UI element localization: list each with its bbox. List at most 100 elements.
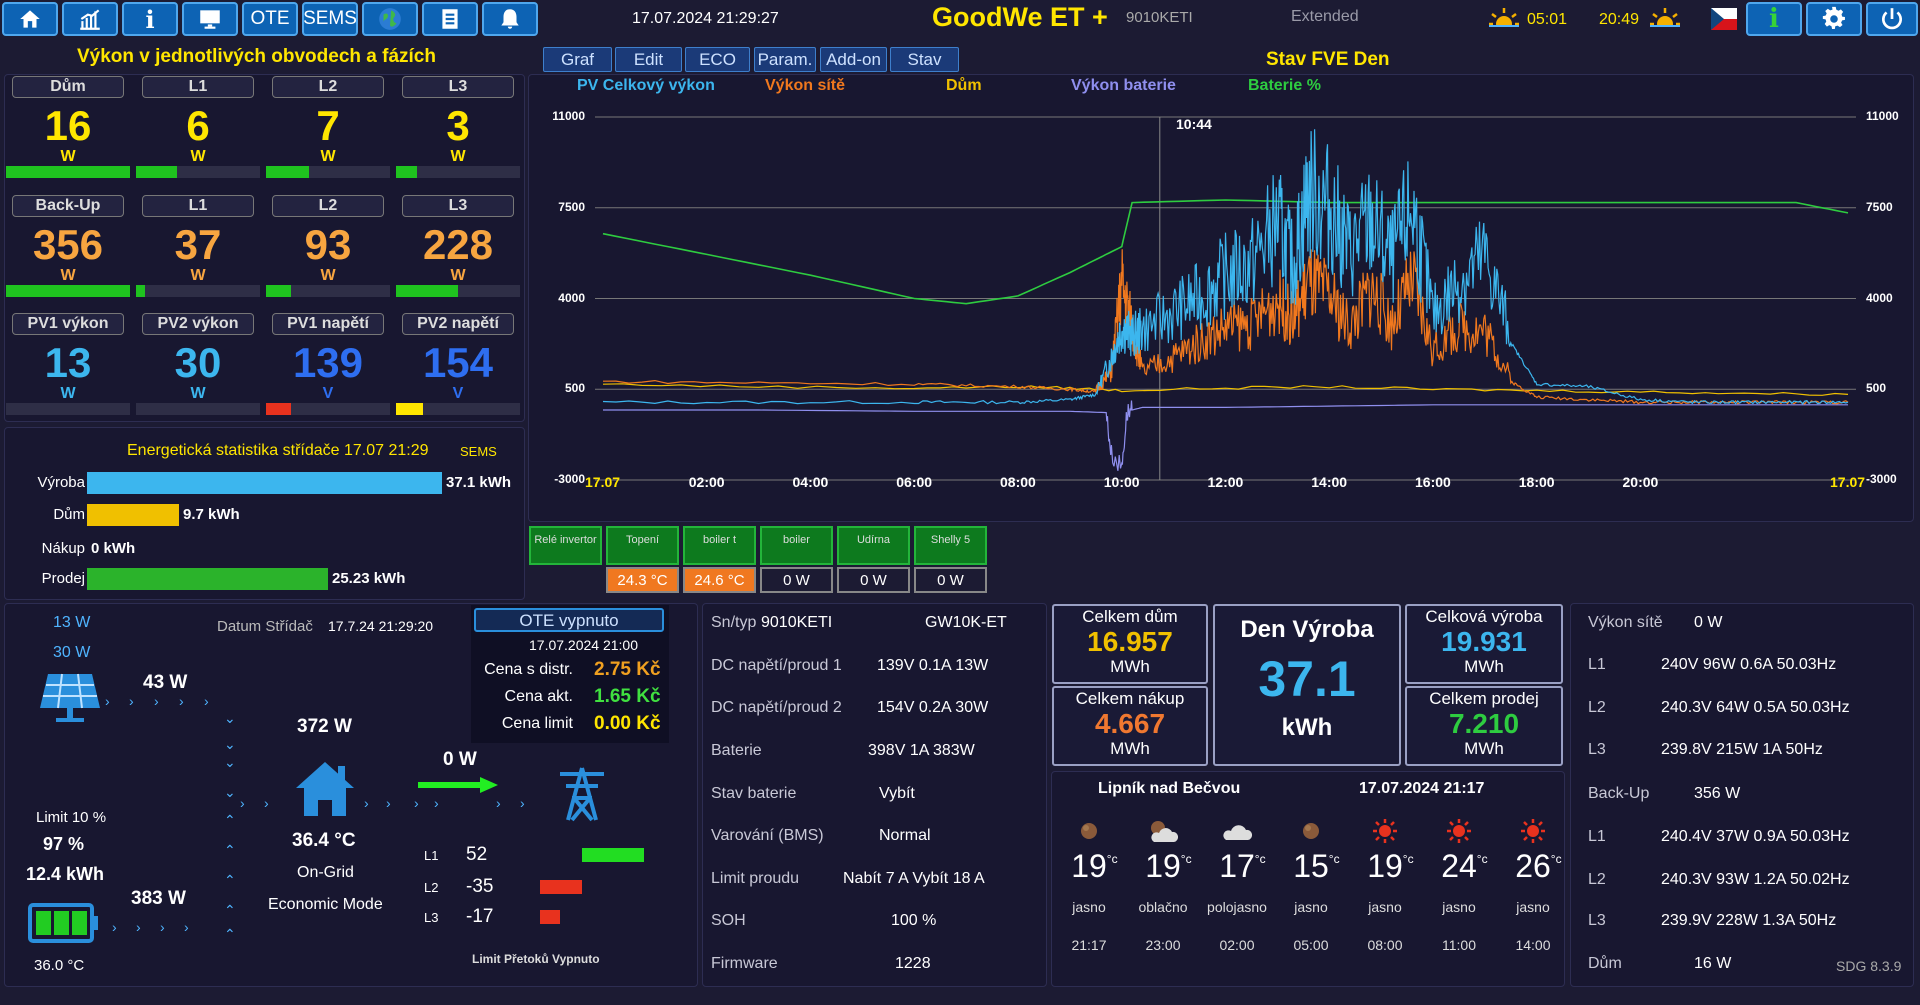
power-tile: L2 93 W	[264, 195, 392, 305]
weather-forecast-column: 15 °c jasno 05:00	[1274, 818, 1348, 953]
forecast-time: 14:00	[1515, 937, 1551, 953]
tile-level-fill	[396, 403, 424, 415]
tile-label: L2	[272, 195, 384, 217]
tile-unit: W	[450, 148, 466, 165]
power-tile: L1 37 W	[134, 195, 262, 305]
grid-row-label: Výkon sítě	[1588, 614, 1663, 631]
x-tick-label: 06:00	[896, 474, 933, 490]
grid-row-label: L2	[1588, 871, 1606, 888]
tab-stav[interactable]: Stav	[890, 47, 959, 72]
status-row-value: 1228	[895, 955, 931, 972]
bell-button[interactable]	[482, 2, 538, 36]
flow-arrow-icon: ›	[154, 693, 159, 709]
tile-value: 13	[44, 339, 92, 386]
sunset-icon	[1648, 4, 1682, 34]
control-toggle-button[interactable]: Topení	[606, 526, 679, 565]
mode-on-grid: On-Grid	[297, 864, 354, 881]
legend-battery-power: Výkon baterie	[1071, 77, 1176, 94]
ote-status-button[interactable]: OTE vypnuto	[474, 608, 664, 632]
flow-arrow-icon: ›	[364, 795, 369, 811]
sunset-time: 20:49	[1599, 11, 1640, 28]
tile-label: L1	[142, 76, 254, 98]
control-toggle-button[interactable]: boiler t	[683, 526, 756, 565]
status-panel	[702, 603, 1047, 987]
bar-chart-icon	[80, 9, 100, 30]
house-icon	[294, 760, 356, 818]
tile-level-bar	[396, 403, 520, 415]
tile-label: PV1 napětí	[272, 313, 384, 335]
power-button[interactable]	[1866, 2, 1918, 36]
monitor-button[interactable]	[182, 2, 238, 36]
help-button[interactable]: i	[1746, 2, 1802, 36]
x-tick-label: 17.07	[585, 474, 621, 490]
status-row-value: 139V 0.1A 13W	[877, 657, 989, 674]
total-sales-unit: MWh	[1464, 739, 1504, 758]
grid-info-panel	[1570, 603, 1914, 987]
total-production-unit: MWh	[1464, 657, 1504, 676]
forecast-temperature: 19 °c	[1126, 848, 1200, 885]
info-icon: i	[145, 4, 155, 34]
tab-addon[interactable]: Add-on	[820, 47, 887, 72]
status-row-value: Normal	[879, 827, 931, 844]
sems-button[interactable]: SEMS	[302, 2, 358, 36]
energy-stat-bar	[87, 504, 179, 526]
energy-stat-row: Dům 9.7 kWh	[5, 504, 530, 526]
y-tick-right: 500	[1866, 381, 1887, 396]
tile-level-fill	[6, 285, 130, 297]
control-toggle-button[interactable]: Relé invertor	[529, 526, 602, 565]
x-tick-label: 17.07	[1830, 474, 1866, 490]
total-purchase-box: Celkem nákup 4.667 MWh	[1052, 686, 1208, 766]
current-datetime: 17.07.2024 21:29:27	[632, 10, 779, 27]
mode-economic: Economic Mode	[268, 896, 383, 913]
grid-row-label: L1	[1588, 828, 1606, 845]
pv2-power: 30 W	[53, 644, 91, 661]
status-row-value: 398V 1A 383W	[868, 742, 975, 759]
tile-value: 154	[422, 339, 494, 386]
grid-row-value: 240V 96W 0.6A 50.03Hz	[1661, 656, 1837, 673]
forecast-description: jasno	[1368, 899, 1402, 915]
weather-datetime: 17.07.2024 21:17	[1359, 780, 1485, 797]
power-tile: L2 7 W	[264, 76, 392, 186]
forecast-temperature: 19 °c	[1052, 848, 1126, 885]
tab-eco[interactable]: ECO	[685, 47, 750, 72]
flow-arrow-icon: ›	[184, 919, 189, 935]
power-tiles-panel	[4, 74, 525, 422]
forecast-description: oblačno	[1138, 899, 1188, 915]
grid-row-label: L3	[1588, 912, 1606, 929]
globe-button[interactable]	[362, 2, 418, 36]
phase-bar	[540, 880, 582, 894]
status-row-value: 100 %	[891, 912, 937, 929]
home-button[interactable]	[2, 2, 58, 36]
control-toggle-button[interactable]: boiler	[760, 526, 833, 565]
tile-level-fill	[136, 166, 177, 178]
list-button[interactable]	[422, 2, 478, 36]
ote-box: OTE vypnuto 17.07.2024 21:00 Cena s dist…	[471, 605, 669, 743]
tile-level-bar	[6, 403, 130, 415]
czech-flag-icon[interactable]	[1711, 8, 1737, 30]
tile-label: L1	[142, 195, 254, 217]
flow-arrow-icon: ›	[179, 693, 184, 709]
forecast-temp-value: 19	[1367, 848, 1403, 884]
forecast-time: 08:00	[1367, 937, 1403, 953]
chart-button[interactable]	[62, 2, 118, 36]
sems-link[interactable]: SEMS	[460, 444, 497, 459]
energy-stat-bar	[87, 472, 442, 494]
sun-icon	[1496, 818, 1570, 848]
right-panel-title: Stav FVE Den	[1266, 49, 1390, 70]
tab-param[interactable]: Param.	[754, 47, 816, 72]
phase-bar	[540, 910, 560, 924]
tab-graf[interactable]: Graf	[543, 47, 612, 72]
flow-limit-status: Limit Přetoků Vypnuto	[472, 952, 600, 966]
forecast-description: jasno	[1294, 899, 1328, 915]
tab-edit[interactable]: Edit	[615, 47, 682, 72]
settings-button[interactable]	[1806, 2, 1862, 36]
control-toggle-button[interactable]: Shelly 5	[914, 526, 987, 565]
power-chart[interactable]	[528, 100, 1914, 500]
phase-value: -17	[466, 906, 494, 927]
forecast-description: jasno	[1442, 899, 1476, 915]
info-button[interactable]: i	[122, 2, 178, 36]
grid-row-label: L3	[1588, 741, 1606, 758]
control-toggle-button[interactable]: Udírna	[837, 526, 910, 565]
tile-unit: W	[190, 267, 206, 284]
ote-button[interactable]: OTE	[242, 2, 298, 36]
